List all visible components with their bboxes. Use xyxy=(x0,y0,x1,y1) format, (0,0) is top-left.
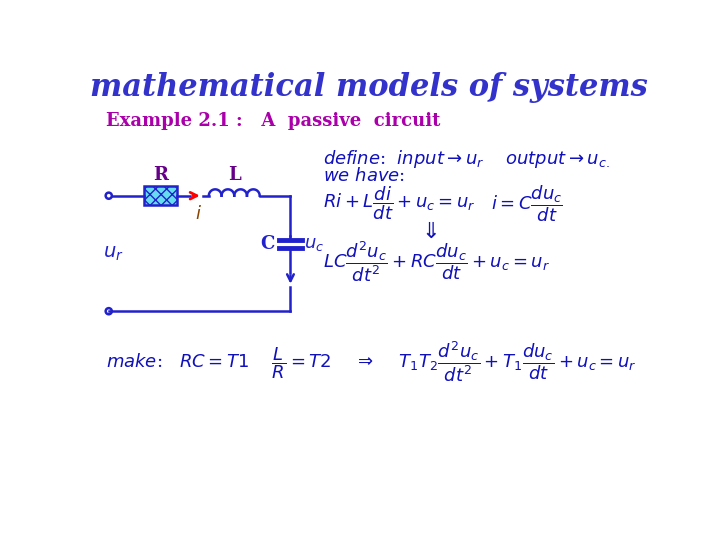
Text: C: C xyxy=(260,235,274,253)
Text: Example 2.1 :   A  passive  circuit: Example 2.1 : A passive circuit xyxy=(106,112,440,130)
Text: $u_r$: $u_r$ xyxy=(102,244,123,262)
Bar xyxy=(144,186,176,205)
Text: $\Downarrow$: $\Downarrow$ xyxy=(417,222,437,242)
Text: $Ri + L\dfrac{di}{dt} + u_c = u_r$: $Ri + L\dfrac{di}{dt} + u_c = u_r$ xyxy=(323,185,475,222)
Text: $\mathit{we\ have}$:: $\mathit{we\ have}$: xyxy=(323,167,405,185)
Text: L: L xyxy=(228,166,240,184)
Text: mathematical models of systems: mathematical models of systems xyxy=(90,72,648,103)
Text: $i$: $i$ xyxy=(194,205,202,223)
Text: $\mathit{define}$:  $\mathit{input} \rightarrow u_r$    $\mathit{output} \righta: $\mathit{define}$: $\mathit{input} \righ… xyxy=(323,148,609,170)
Text: $\mathit{make}$:   $RC = T1$    $\dfrac{L}{R} = T2$    $\Rightarrow$    $T_1T_2\: $\mathit{make}$: $RC = T1$ $\dfrac{L}{R}… xyxy=(106,339,636,384)
Text: $LC\dfrac{d^2u_c}{dt^2} + RC\dfrac{du_c}{dt} + u_c = u_r$: $LC\dfrac{d^2u_c}{dt^2} + RC\dfrac{du_c}… xyxy=(323,239,550,284)
Text: $i = C\dfrac{du_c}{dt}$: $i = C\dfrac{du_c}{dt}$ xyxy=(490,183,562,224)
Bar xyxy=(144,186,176,205)
Text: R: R xyxy=(153,166,168,184)
Text: $u_c$: $u_c$ xyxy=(305,235,325,253)
